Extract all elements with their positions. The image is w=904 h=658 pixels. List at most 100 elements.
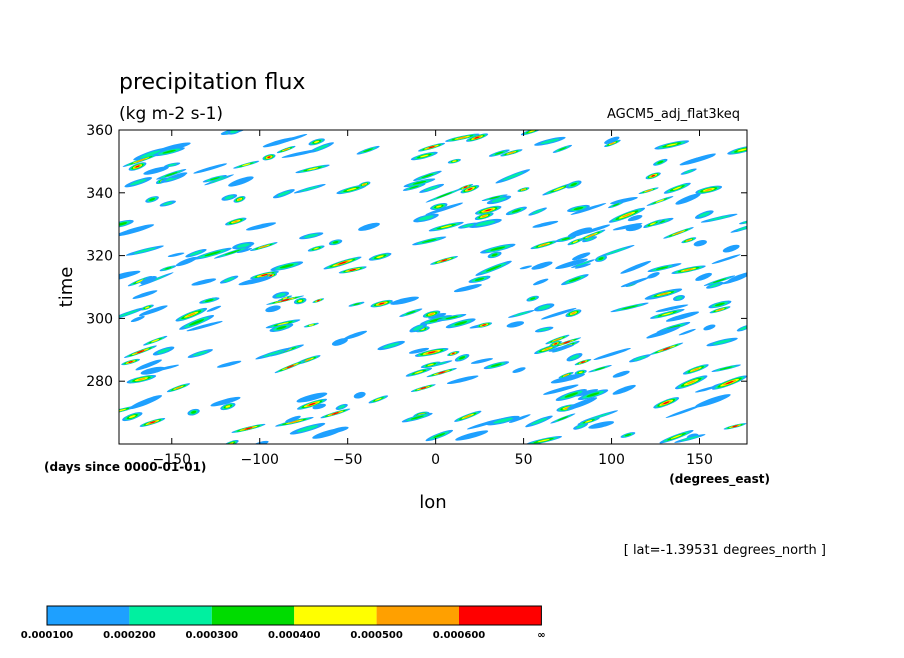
- precip-contour: [610, 197, 638, 205]
- precip-cell: [279, 134, 308, 143]
- precip-cell: [567, 238, 584, 246]
- precip-contour: [316, 299, 320, 302]
- precip-contour: [236, 247, 253, 254]
- precip-cell: [695, 272, 712, 281]
- precip-contour: [537, 439, 550, 443]
- precip-contour: [692, 367, 700, 371]
- latitude-annotation: [ lat=-1.39531 degrees_north ]: [624, 543, 826, 558]
- precip-contour: [491, 197, 507, 203]
- precip-contour: [567, 397, 598, 410]
- precip-contour: [528, 130, 536, 133]
- precip-cell: [525, 415, 553, 428]
- precip-cell: [428, 312, 447, 319]
- precip-contour: [502, 172, 524, 181]
- precip-contour: [216, 360, 242, 368]
- precip-contour: [408, 347, 430, 354]
- precip-cell: [543, 384, 579, 395]
- precip-contour: [485, 265, 502, 272]
- precip-contour: [570, 203, 607, 215]
- precip-cell: [577, 389, 609, 401]
- precip-cell: [567, 397, 598, 410]
- colorbar-swatch: [294, 606, 377, 625]
- precip-contour: [732, 425, 738, 428]
- precip-cell: [500, 149, 523, 157]
- precip-contour: [328, 426, 349, 434]
- precip-contour: [435, 205, 442, 208]
- precip-contour: [436, 192, 453, 199]
- precip-cell: [270, 261, 304, 271]
- precip-cell: [193, 163, 228, 174]
- precip-cell: [534, 303, 555, 312]
- precip-contour: [281, 149, 320, 158]
- precip-cell: [152, 364, 180, 372]
- precip-contour: [137, 378, 146, 381]
- precip-contour: [149, 197, 156, 201]
- precip-cell: [700, 213, 738, 223]
- precip-cell: [711, 364, 742, 372]
- precip-cell: [119, 405, 138, 416]
- precip-contour: [228, 176, 254, 187]
- precip-contour: [739, 326, 747, 331]
- precip-contour: [482, 324, 486, 326]
- precip-cell: [653, 397, 680, 409]
- precip-cell: [629, 354, 651, 363]
- precip-contour: [572, 252, 591, 261]
- precip-cell: [370, 299, 393, 308]
- precip-cell: [410, 151, 438, 161]
- precip-cell: [558, 372, 574, 379]
- precip-contour: [675, 193, 701, 205]
- precip-cell: [567, 204, 590, 213]
- precip-cell: [727, 145, 747, 155]
- colorbar-swatch: [376, 606, 459, 625]
- precip-cell: [231, 423, 266, 433]
- precip-cell: [706, 281, 724, 289]
- precip-cell: [570, 203, 607, 215]
- precip-cell: [486, 415, 520, 426]
- precip-cell: [289, 422, 326, 435]
- precip-cell: [610, 302, 649, 313]
- precip-contour: [135, 279, 145, 283]
- precip-cell: [505, 206, 527, 216]
- precip-cell: [577, 417, 600, 426]
- precip-contour: [491, 253, 498, 257]
- precip-contour: [190, 410, 197, 414]
- precip-cell: [204, 174, 234, 186]
- precip-contour: [277, 322, 289, 326]
- precip-cell: [202, 174, 227, 183]
- precip-contour: [548, 344, 575, 352]
- precip-cell: [232, 241, 255, 250]
- precip-cell: [159, 200, 176, 207]
- precip-cell: [535, 326, 554, 333]
- colorbar-swatch: [47, 606, 130, 625]
- precip-cell: [213, 245, 252, 259]
- precip-contour: [457, 136, 467, 139]
- precip-cell: [187, 349, 213, 358]
- precip-contour: [285, 415, 301, 423]
- precip-contour: [489, 196, 501, 200]
- precip-contour: [540, 243, 548, 247]
- precip-cell: [403, 178, 436, 188]
- precip-contour: [533, 278, 549, 286]
- precip-contour: [568, 277, 581, 282]
- precip-contour: [162, 149, 176, 154]
- precip-cell: [620, 432, 636, 438]
- precip-cell: [555, 389, 587, 401]
- precip-contour: [438, 371, 446, 374]
- precip-cell: [128, 162, 147, 171]
- precip-contour: [737, 148, 747, 152]
- x-tick-label: 100: [598, 452, 625, 468]
- precip-cell: [121, 358, 140, 366]
- precip-contour: [538, 327, 550, 332]
- precip-cell: [552, 337, 582, 348]
- precip-contour: [119, 309, 139, 317]
- precip-cell: [709, 306, 731, 314]
- precip-cell: [706, 337, 738, 347]
- precip-cell: [430, 255, 459, 265]
- precip-cell: [238, 276, 273, 286]
- precip-cell: [186, 320, 223, 332]
- precip-cell: [262, 154, 276, 161]
- precip-cell: [495, 169, 531, 184]
- precip-contour: [144, 306, 150, 309]
- y-tick-label: 340: [86, 186, 113, 202]
- precip-cell: [152, 346, 175, 356]
